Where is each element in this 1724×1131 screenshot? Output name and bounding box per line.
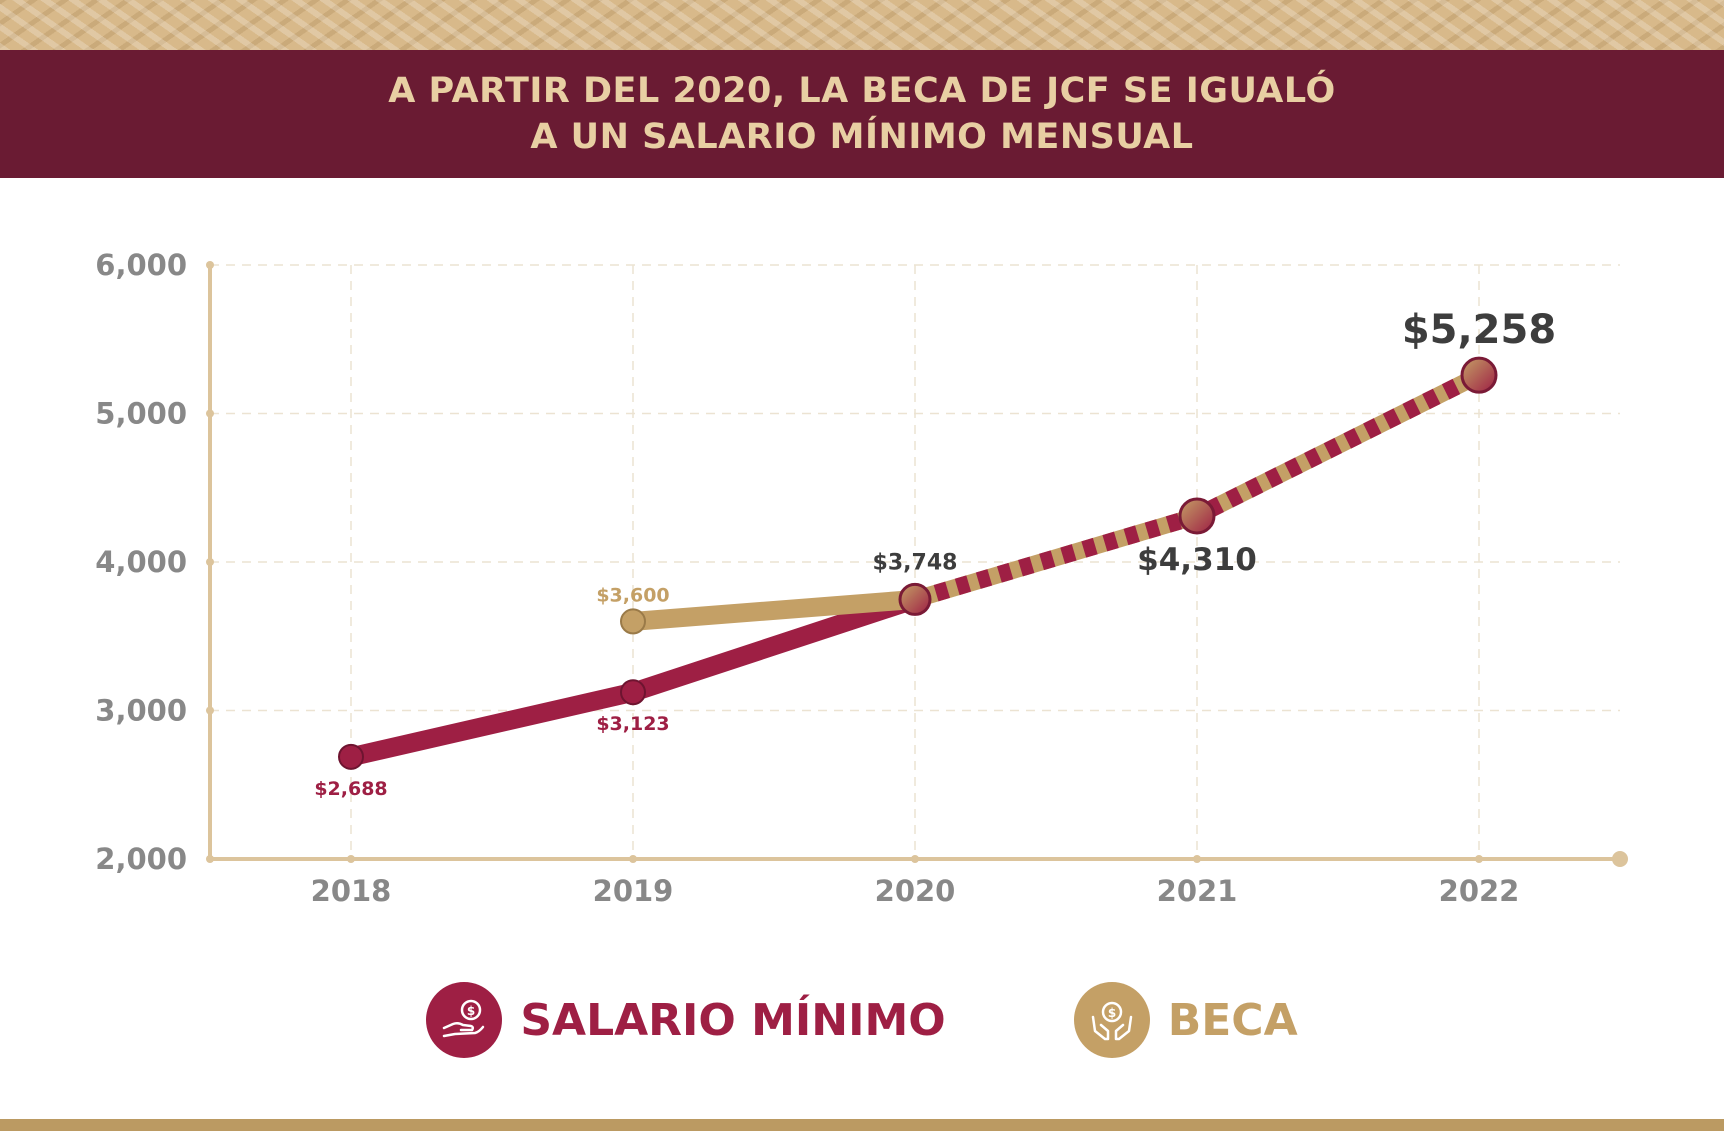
decorative-pattern-band <box>0 0 1724 50</box>
chart-title-line-2: A UN SALARIO MÍNIMO MENSUAL <box>530 117 1194 157</box>
legend-item-beca: $ BECA <box>1073 982 1298 1058</box>
data-label-salario: $2,688 <box>314 778 387 800</box>
x-tick-label: 2020 <box>875 874 956 908</box>
data-point-beca <box>620 608 646 635</box>
legend-label-beca: BECA <box>1167 994 1298 1046</box>
x-tick-label: 2018 <box>311 874 392 908</box>
line-chart: 2,000 3,000 4,000 5,000 6,000 2018 2019 2020 202… <box>95 248 1628 908</box>
hands-coin-icon: $ <box>1073 982 1150 1058</box>
data-label-shared: $4,310 <box>1137 542 1257 578</box>
y-tick-label: 6,000 <box>95 248 187 282</box>
data-point-shared <box>898 582 932 616</box>
x-axis-end-dot <box>1612 851 1628 867</box>
data-point-salario <box>338 743 364 770</box>
x-tick-label: 2021 <box>1157 874 1238 908</box>
x-tick-label: 2022 <box>1439 874 1520 908</box>
y-tick-label: 3,000 <box>95 694 187 728</box>
legend-item-salario: $ SALARIO MÍNIMO <box>426 982 946 1058</box>
legend: $ SALARIO MÍNIMO $ BECA <box>0 980 1724 1060</box>
data-point-salario <box>620 679 646 706</box>
legend-label-salario: SALARIO MÍNIMO <box>520 994 946 1046</box>
chart-title-line-1: A PARTIR DEL 2020, LA BECA DE JCF SE IGU… <box>388 71 1336 111</box>
data-label-salario: $3,123 <box>596 713 669 735</box>
svg-text:$: $ <box>467 1004 475 1018</box>
svg-text:$: $ <box>1108 1006 1116 1020</box>
y-tick-label: 5,000 <box>95 397 187 431</box>
data-label-shared: $5,258 <box>1402 307 1556 353</box>
data-label-shared: $3,748 <box>873 550 958 575</box>
data-point-shared <box>1178 497 1216 535</box>
series-line-beca <box>623 589 925 631</box>
y-tick-label: 4,000 <box>95 545 187 579</box>
data-point-shared <box>1460 356 1498 394</box>
bottom-border-bar <box>0 1119 1724 1131</box>
data-label-beca: $3,600 <box>596 584 669 606</box>
hand-money-icon: $ <box>426 982 503 1058</box>
title-band: A PARTIR DEL 2020, LA BECA DE JCF SE IGU… <box>0 50 1724 178</box>
x-tick-label: 2019 <box>593 874 674 908</box>
y-tick-label: 2,000 <box>95 842 187 876</box>
